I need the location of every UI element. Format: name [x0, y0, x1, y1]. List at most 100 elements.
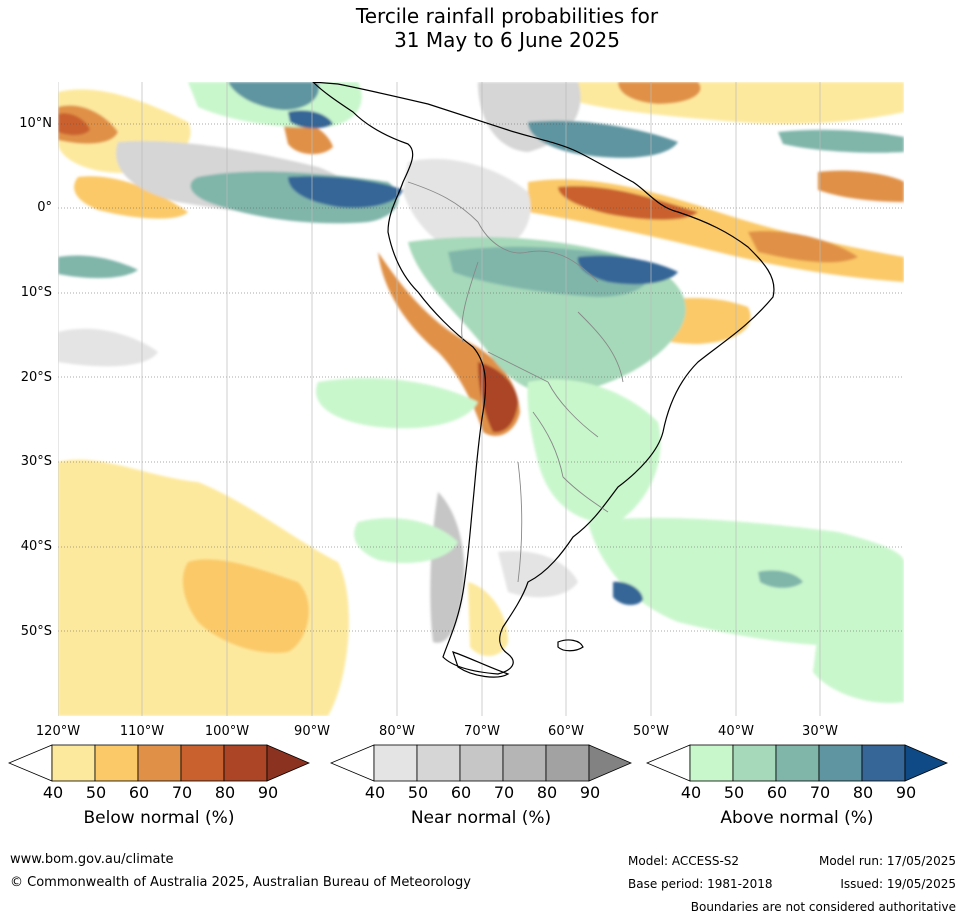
above-normal-title: Above normal (%) [720, 808, 874, 828]
below-normal-band-northeast-core [618, 82, 701, 104]
below-tick-60: 60 [128, 783, 150, 802]
title-line-2: 31 May to 6 June 2025 [394, 28, 620, 52]
below-normal-swatch-1 [51, 744, 96, 782]
below-normal-strip-10n [283, 121, 333, 155]
below-normal-andes-core [478, 362, 518, 433]
above-normal-equatorial-pacific-core [288, 176, 403, 208]
below-normal-strip-5n [74, 176, 188, 219]
below-normal-region-south-west-core [182, 559, 309, 653]
boundaries-disclaimer: Boundaries are not considered authoritat… [690, 900, 956, 914]
near-normal-swatch-6 [588, 744, 632, 782]
below-normal-region-south-west-east [65, 549, 180, 638]
lon-label-110w: 110°W [119, 724, 165, 739]
near-normal-title: Near normal (%) [410, 808, 552, 828]
below-tick-50: 50 [85, 783, 107, 802]
above-normal-swatch-2 [732, 744, 777, 782]
below-tick-40: 40 [42, 783, 64, 802]
below-tick-90: 90 [257, 783, 279, 802]
below-normal-swatch-4 [180, 744, 225, 782]
lat-label-20s: 20°S [20, 370, 52, 385]
lon-label-120w: 120°W [35, 724, 81, 739]
below-normal-band-equatorial-east-core [558, 186, 698, 220]
lat-label-0: 0° [37, 200, 52, 215]
graticule [58, 123, 904, 632]
colorbar-near-normal [330, 744, 632, 782]
rainfall-probability-map [58, 82, 904, 716]
above-normal-east-30s [758, 570, 803, 588]
colorbar-above-normal [646, 744, 948, 782]
model-run-date: Model run: 17/05/2025 [818, 854, 956, 868]
above-normal-swatch-6 [904, 744, 948, 782]
map-title: Tercile rainfall probabilities for 31 Ma… [0, 4, 965, 52]
probability-field [58, 82, 904, 716]
below-normal-band-east-5n [818, 170, 904, 202]
near-normal-southwest [58, 328, 158, 367]
near-tick-70: 70 [493, 783, 515, 802]
country-borders [407, 181, 624, 583]
above-tick-80: 80 [852, 783, 874, 802]
copyright-text: © Commonwealth of Australia 2025, Austra… [10, 875, 471, 890]
near-normal-swatch-5 [545, 744, 590, 782]
below-normal-patagonia [468, 582, 508, 657]
south-america-coastline [312, 82, 775, 675]
lat-label-30s: 30°S [20, 454, 52, 469]
above-normal-pacific-strip-10n [288, 110, 333, 129]
meridians [58, 82, 821, 716]
above-normal-swatch-5 [861, 744, 906, 782]
near-normal-swatch-2 [416, 744, 461, 782]
above-tick-40: 40 [680, 783, 702, 802]
base-period: Base period: 1981-2018 [628, 877, 773, 891]
lon-label-40w: 40°W [718, 724, 754, 739]
above-normal-east-pacific-south [354, 518, 458, 563]
above-normal-south-atlantic [588, 517, 904, 646]
above-normal-swatch-0 [646, 744, 691, 782]
near-tick-50: 50 [407, 783, 429, 802]
below-normal-swatch-0 [8, 744, 53, 782]
below-normal-swatch-2 [94, 744, 139, 782]
lon-label-50w: 50°W [633, 724, 669, 739]
title-line-1: Tercile rainfall probabilities for [355, 4, 659, 28]
above-normal-north-pacific-blue [228, 82, 319, 110]
above-normal-south-atlantic-core [613, 581, 643, 606]
near-normal-swatch-1 [373, 744, 418, 782]
lat-label-50s: 50°S [20, 624, 52, 639]
above-tick-90: 90 [895, 783, 917, 802]
above-normal-subtropics [527, 379, 661, 523]
above-tick-70: 70 [809, 783, 831, 802]
above-tick-60: 60 [766, 783, 788, 802]
near-normal-swatch-4 [502, 744, 547, 782]
colorbar-below-normal [8, 744, 310, 782]
lat-label-10s: 10°S [20, 285, 52, 300]
falkland-islands [557, 639, 584, 652]
above-normal-swatch-4 [818, 744, 863, 782]
issued-date: Issued: 19/05/2025 [840, 877, 956, 891]
near-normal-swatch-3 [459, 744, 504, 782]
below-normal-swatch-6 [266, 744, 310, 782]
near-normal-swatch-0 [330, 744, 375, 782]
lat-label-10n: 10°N [19, 116, 52, 131]
below-tick-70: 70 [171, 783, 193, 802]
near-tick-60: 60 [450, 783, 472, 802]
near-tick-80: 80 [536, 783, 558, 802]
lon-label-60w: 60°W [548, 724, 584, 739]
website-link[interactable]: www.bom.gov.au/climate [10, 852, 174, 867]
lon-label-70w: 70°W [464, 724, 500, 739]
below-normal-band-east-0 [748, 231, 858, 263]
below-normal-swatch-5 [223, 744, 268, 782]
above-normal-far-east [813, 630, 904, 703]
above-normal-brazil-blue [577, 255, 678, 285]
model-name: Model: ACCESS-S2 [628, 854, 740, 868]
lon-label-30w: 30°W [802, 724, 838, 739]
lat-label-40s: 40°S [20, 539, 52, 554]
above-tick-50: 50 [723, 783, 745, 802]
below-normal-title: Below normal (%) [83, 808, 235, 828]
near-tick-40: 40 [364, 783, 386, 802]
lon-label-80w: 80°W [379, 724, 415, 739]
above-normal-swatch-1 [689, 744, 734, 782]
above-normal-northeast-blue [528, 120, 678, 158]
lon-label-100w: 100°W [204, 724, 250, 739]
above-normal-northeast-atlantic [778, 129, 904, 153]
below-tick-80: 80 [214, 783, 236, 802]
lon-label-90w: 90°W [294, 724, 330, 739]
near-normal-south-atlantic [498, 551, 578, 598]
